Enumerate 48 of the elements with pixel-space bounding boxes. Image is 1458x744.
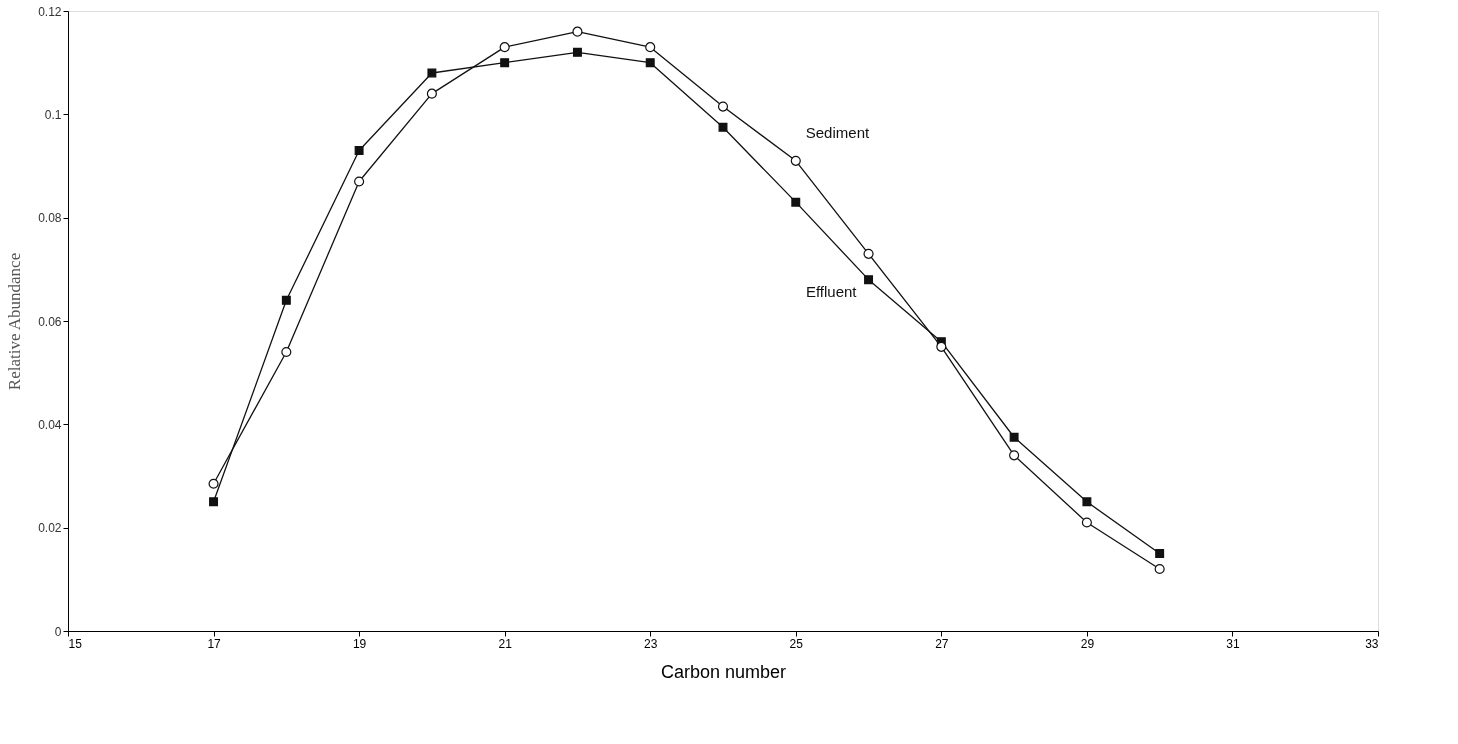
x-tick-label: 31 [1226, 636, 1240, 651]
x-tick-label: 15 [68, 636, 83, 651]
y-tick-label: 0 [54, 624, 62, 639]
point [281, 346, 292, 358]
y-tick-label: 0.02 [38, 521, 62, 536]
point [717, 101, 729, 112]
point [790, 155, 801, 166]
point [791, 197, 801, 207]
x-axis-title: Carbon number [660, 661, 787, 682]
x-tick-label: 19 [352, 636, 367, 651]
point [936, 341, 947, 352]
point [645, 42, 656, 53]
point [209, 497, 219, 507]
y-tick-label: 0.1 [44, 107, 62, 122]
point [863, 248, 874, 259]
x-tick-label: 17 [207, 636, 222, 651]
y-tick-label: 0.06 [38, 314, 62, 329]
point [1082, 497, 1092, 507]
point [864, 275, 874, 285]
series-label: Sediment [805, 123, 870, 141]
point [1155, 549, 1165, 558]
point [281, 295, 291, 305]
y-tick-label: 0.04 [38, 417, 62, 432]
y-axis-title: Relative Abundance [5, 252, 25, 391]
point [1009, 432, 1019, 442]
point [354, 146, 364, 155]
y-tick-label: 0.12 [38, 4, 62, 19]
x-tick-label: 25 [789, 636, 804, 651]
x-tick-label: 27 [935, 636, 949, 651]
point [354, 176, 365, 187]
series-label: Effluent [805, 282, 858, 300]
point [427, 68, 437, 78]
point [645, 58, 655, 68]
x-tick-label: 21 [498, 636, 513, 651]
y-tick-label: 0.08 [38, 211, 62, 226]
point [426, 88, 437, 99]
point [572, 47, 582, 57]
point [1009, 450, 1020, 461]
x-tick-label: 23 [644, 636, 658, 651]
point [718, 122, 728, 132]
point [572, 26, 583, 37]
point [208, 478, 219, 489]
x-tick-label: 33 [1365, 636, 1379, 651]
point [1081, 517, 1092, 528]
point [499, 42, 510, 53]
point [500, 58, 510, 68]
x-tick-label: 29 [1080, 636, 1095, 651]
point [1154, 563, 1165, 575]
